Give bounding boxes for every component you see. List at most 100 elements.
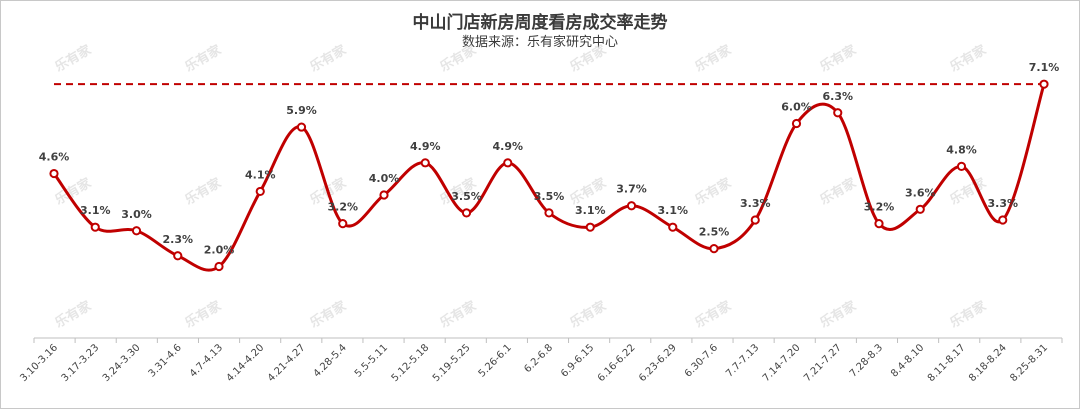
data-label: 2.0% — [204, 244, 235, 257]
watermark-text: 乐有家 — [52, 297, 95, 331]
data-label: 4.9% — [492, 140, 523, 153]
x-tick-label: 3.17-3.23 — [60, 342, 102, 384]
x-tick-label: 4.21-4.27 — [266, 342, 308, 384]
data-point — [173, 251, 183, 261]
x-tick-label: 4.28-5.4 — [312, 342, 349, 379]
data-label: 3.3% — [740, 197, 771, 210]
data-label: 4.1% — [245, 168, 276, 181]
watermark-text: 乐有家 — [307, 297, 350, 331]
watermark-text: 乐有家 — [817, 297, 860, 331]
x-tick-label: 8.18-8.24 — [967, 342, 1009, 384]
data-point — [956, 161, 967, 171]
x-axis-ticks — [33, 338, 1063, 343]
data-label: 4.6% — [39, 151, 70, 164]
data-point — [998, 215, 1008, 225]
x-tick-label: 4.14-4.20 — [225, 342, 267, 384]
data-label: 2.5% — [699, 226, 730, 239]
x-tick-label: 5.19-5.25 — [431, 342, 473, 384]
x-tick-label: 5.26-6.1 — [477, 342, 514, 379]
watermark-text: 乐有家 — [182, 297, 225, 331]
watermark-text: 乐有家 — [567, 174, 610, 208]
x-tick-label: 7.14-7.20 — [761, 342, 803, 384]
watermark-text: 乐有家 — [947, 41, 990, 75]
x-tick-label: 6.30-7.6 — [683, 342, 720, 379]
x-tick-label: 8.25-8.31 — [1008, 342, 1050, 384]
watermark-text: 乐有家 — [692, 41, 735, 75]
x-tick-label: 5.12-5.18 — [390, 342, 432, 384]
x-tick-label: 5.5-5.11 — [353, 342, 390, 379]
data-label: 3.1% — [80, 204, 111, 217]
watermark-text: 乐有家 — [52, 41, 95, 75]
x-tick-label: 3.10-3.16 — [18, 342, 60, 384]
data-label: 3.1% — [575, 204, 606, 217]
data-point — [503, 158, 513, 168]
data-label: 3.5% — [534, 190, 565, 203]
data-point — [1039, 79, 1049, 89]
data-labels: 4.6% 3.1% 3.0% 2.3% 2.0% 4.1% 5.9% 3.2% 4.0% 4.9%… — [39, 61, 1060, 256]
watermark-text: 乐有家 — [567, 297, 610, 331]
x-tick-label: 7.28-8.3 — [848, 342, 885, 379]
data-point — [915, 204, 925, 214]
x-tick-label: 8.11-8.17 — [926, 342, 968, 384]
watermark-text: 乐有家 — [692, 297, 735, 331]
data-point — [791, 118, 802, 129]
watermark-text: 乐有家 — [817, 41, 860, 75]
x-tick-label: 6.16-6.22 — [596, 342, 638, 384]
watermark-text: 乐有家 — [437, 41, 480, 75]
x-tick-label: 3.31-4.6 — [147, 342, 184, 379]
data-point — [49, 168, 59, 179]
data-point — [255, 186, 265, 197]
x-tick-label: 6.23-6.29 — [637, 342, 679, 384]
data-point — [874, 219, 884, 229]
x-tick-label: 3.24-3.30 — [101, 342, 143, 384]
data-label: 3.3% — [987, 197, 1018, 210]
data-point — [296, 122, 307, 132]
data-label: 4.0% — [369, 172, 400, 185]
x-tick-label: 7.21-7.27 — [802, 342, 844, 384]
data-label: 3.2% — [327, 201, 358, 214]
data-label: 3.5% — [451, 190, 482, 203]
watermark-text: 乐有家 — [817, 174, 860, 208]
data-point — [668, 222, 678, 232]
data-label: 6.3% — [822, 90, 853, 103]
data-label: 5.9% — [286, 104, 317, 117]
watermark-text: 乐有家 — [692, 174, 735, 208]
data-point — [461, 208, 472, 218]
data-point — [750, 215, 760, 225]
x-tick-label: 7.7-7.13 — [724, 342, 761, 379]
data-points — [49, 79, 1049, 272]
x-tick-label: 6.9-6.15 — [559, 342, 596, 379]
watermark-text: 乐有家 — [307, 41, 350, 75]
data-point — [131, 226, 142, 236]
x-tick-label: 8.4-8.10 — [889, 342, 926, 379]
data-point — [833, 108, 843, 118]
data-point — [420, 158, 430, 168]
watermark-text: 乐有家 — [437, 297, 480, 331]
x-tick-labels: 3.10-3.16 3.17-3.23 3.24-3.30 3.31-4.6 4.7-4… — [18, 342, 1050, 384]
chart-subtitle: 数据来源：乐有家研究中心 — [461, 35, 618, 50]
watermark-text: 乐有家 — [947, 297, 990, 331]
watermark-text: 乐有家 — [567, 41, 610, 75]
x-tick-label: 4.7-4.13 — [188, 342, 225, 379]
data-label: 6.0% — [781, 101, 812, 114]
data-point — [585, 222, 595, 232]
data-label: 2.3% — [162, 233, 193, 246]
x-tick-label: 6.2-6.8 — [522, 342, 555, 375]
watermark-text: 乐有家 — [182, 174, 225, 208]
data-point — [214, 261, 224, 272]
data-point — [544, 208, 554, 218]
data-point — [709, 244, 719, 254]
data-label: 3.7% — [616, 183, 647, 196]
data-label: 3.2% — [864, 201, 895, 214]
data-label: 4.8% — [946, 143, 977, 156]
data-point — [90, 222, 100, 232]
data-label: 3.0% — [121, 208, 152, 221]
data-point — [626, 201, 637, 211]
data-label: 3.6% — [905, 186, 936, 199]
data-point — [379, 190, 389, 200]
data-label: 7.1% — [1029, 61, 1060, 74]
data-point — [338, 219, 348, 229]
data-label: 3.1% — [657, 204, 688, 217]
data-label: 4.9% — [410, 140, 441, 153]
